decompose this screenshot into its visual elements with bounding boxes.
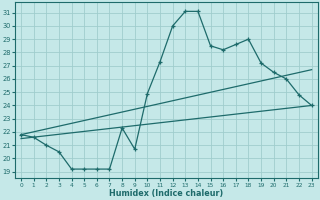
X-axis label: Humidex (Indice chaleur): Humidex (Indice chaleur) xyxy=(109,189,223,198)
